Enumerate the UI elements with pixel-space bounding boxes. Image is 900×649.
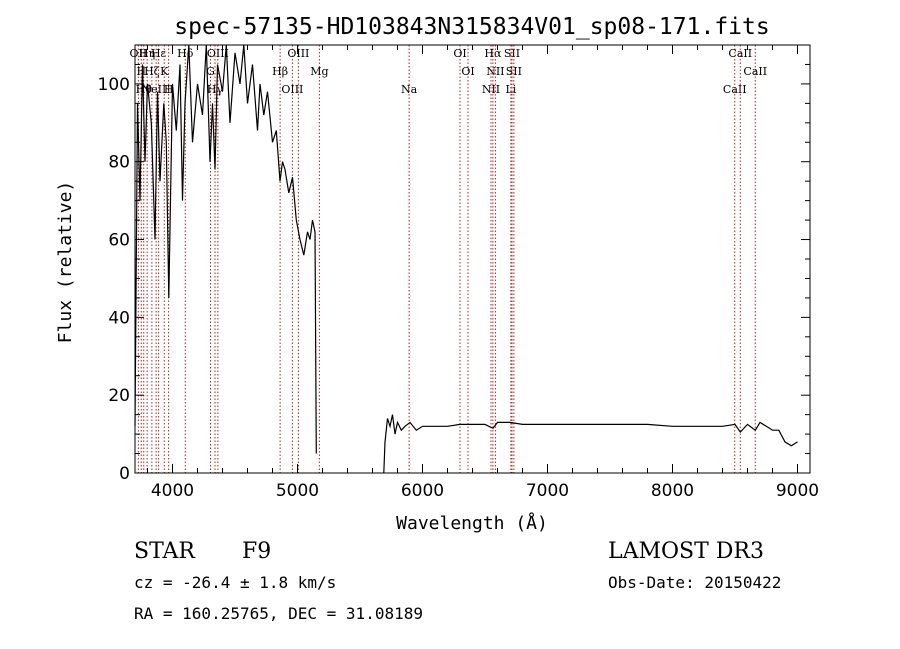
y-tick-label: 60 <box>108 231 130 251</box>
x-axis-label: Wavelength (Å) <box>396 512 548 534</box>
line-marker-label: CaII <box>743 65 767 78</box>
line-marker-label: Hε <box>151 47 167 60</box>
object-class: STAR <box>134 539 196 564</box>
spectrum-line <box>134 44 317 454</box>
line-marker-label: Li <box>505 83 516 96</box>
line-marker-label: SII <box>506 65 522 78</box>
line-marker-label: NII <box>486 65 504 78</box>
line-marker-label: OIII <box>281 83 303 96</box>
line-marker-label: OII <box>130 47 148 60</box>
line-marker-label: Hζ <box>144 65 160 78</box>
line-marker-label: CaII <box>723 83 747 96</box>
line-marker-label: Hη <box>139 47 155 60</box>
line-marker-label: Hβ <box>272 65 288 78</box>
line-marker-label: SII <box>504 47 520 60</box>
x-tick-label: 9000 <box>776 481 819 501</box>
y-axis-label: Flux (relative) <box>55 181 76 344</box>
line-marker-group: OIIHHθHηHζNeIIIHεKHHδGHγOIIIHβOIIIOIIIMg… <box>130 45 767 473</box>
line-marker-label: CaII <box>728 47 752 60</box>
y-tick-label: 40 <box>108 308 130 328</box>
x-tick-label: 5000 <box>276 481 319 501</box>
x-tick-label: 4000 <box>151 481 194 501</box>
line-marker-label: Mg <box>310 65 328 78</box>
line-marker-label: Hα <box>484 47 502 60</box>
x-tick-label: 7000 <box>526 481 569 501</box>
survey-name: LAMOST DR3 <box>608 539 764 564</box>
line-marker-label: OI <box>461 65 474 78</box>
line-marker-label: K <box>160 65 169 78</box>
line-marker-label: Hδ <box>177 47 194 60</box>
line-marker-label: OIII <box>287 47 309 60</box>
spectrum-line <box>383 414 798 474</box>
line-marker-label: NII <box>482 83 500 96</box>
line-marker-label: Hγ <box>207 83 224 96</box>
y-tick-label: 80 <box>108 153 130 173</box>
y-tick-label: 100 <box>98 75 130 95</box>
line-marker-label: G <box>206 65 215 78</box>
redshift-cz: cz = -26.4 ± 1.8 km/s <box>134 573 336 592</box>
y-tick-label: 20 <box>108 386 130 406</box>
observation-date: Obs-Date: 20150422 <box>608 573 781 592</box>
axes-group: 4000 5000 6000 7000 8000 9000 0 20 40 60 80 100 <box>98 44 819 501</box>
line-marker-label: H <box>136 65 146 78</box>
ra-dec-coordinates: RA = 160.25765, DEC = 31.08189 <box>134 604 423 623</box>
x-tick-label: 8000 <box>651 481 694 501</box>
chart-title: spec-57135-HD103843N315834V01_sp08-171.f… <box>174 14 769 40</box>
line-marker-label: Na <box>401 83 418 96</box>
line-marker-label: OI <box>453 47 466 60</box>
y-tick-label: 0 <box>119 464 130 484</box>
plot-frame <box>134 44 811 474</box>
object-subclass: F9 <box>242 539 271 564</box>
line-marker-label: H <box>164 83 174 96</box>
line-marker-label: OIII <box>207 47 229 60</box>
x-tick-label: 6000 <box>401 481 444 501</box>
spectrum-series-group <box>134 44 798 474</box>
